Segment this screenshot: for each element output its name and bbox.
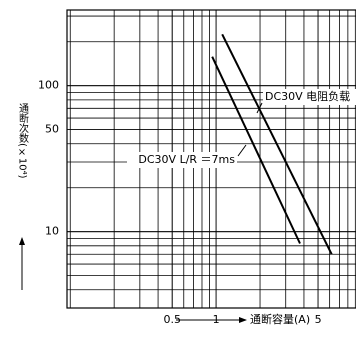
x-tick-label: 0.5 bbox=[163, 313, 181, 326]
x-tick-label: 1 bbox=[213, 313, 220, 326]
label-bg bbox=[127, 152, 237, 168]
leader-line bbox=[237, 144, 247, 157]
y-axis-title: 通断次数(×10⁴) bbox=[17, 103, 29, 179]
y-tick-label: 50 bbox=[45, 123, 59, 136]
plot-frame bbox=[66, 9, 356, 309]
series-label: DC30V L/R ＝7ms bbox=[138, 153, 235, 166]
x-tick-label: 5 bbox=[315, 313, 322, 326]
series-line bbox=[211, 56, 301, 244]
leader-line bbox=[256, 102, 263, 114]
x-axis-title: 通断容量(A) bbox=[250, 312, 310, 326]
series-label: DC30V 电阻负载 bbox=[265, 89, 350, 103]
series-line bbox=[221, 33, 333, 255]
y-tick-label: 10 bbox=[45, 225, 59, 238]
label-bg bbox=[263, 89, 356, 105]
y-tick-label: 100 bbox=[38, 79, 59, 92]
